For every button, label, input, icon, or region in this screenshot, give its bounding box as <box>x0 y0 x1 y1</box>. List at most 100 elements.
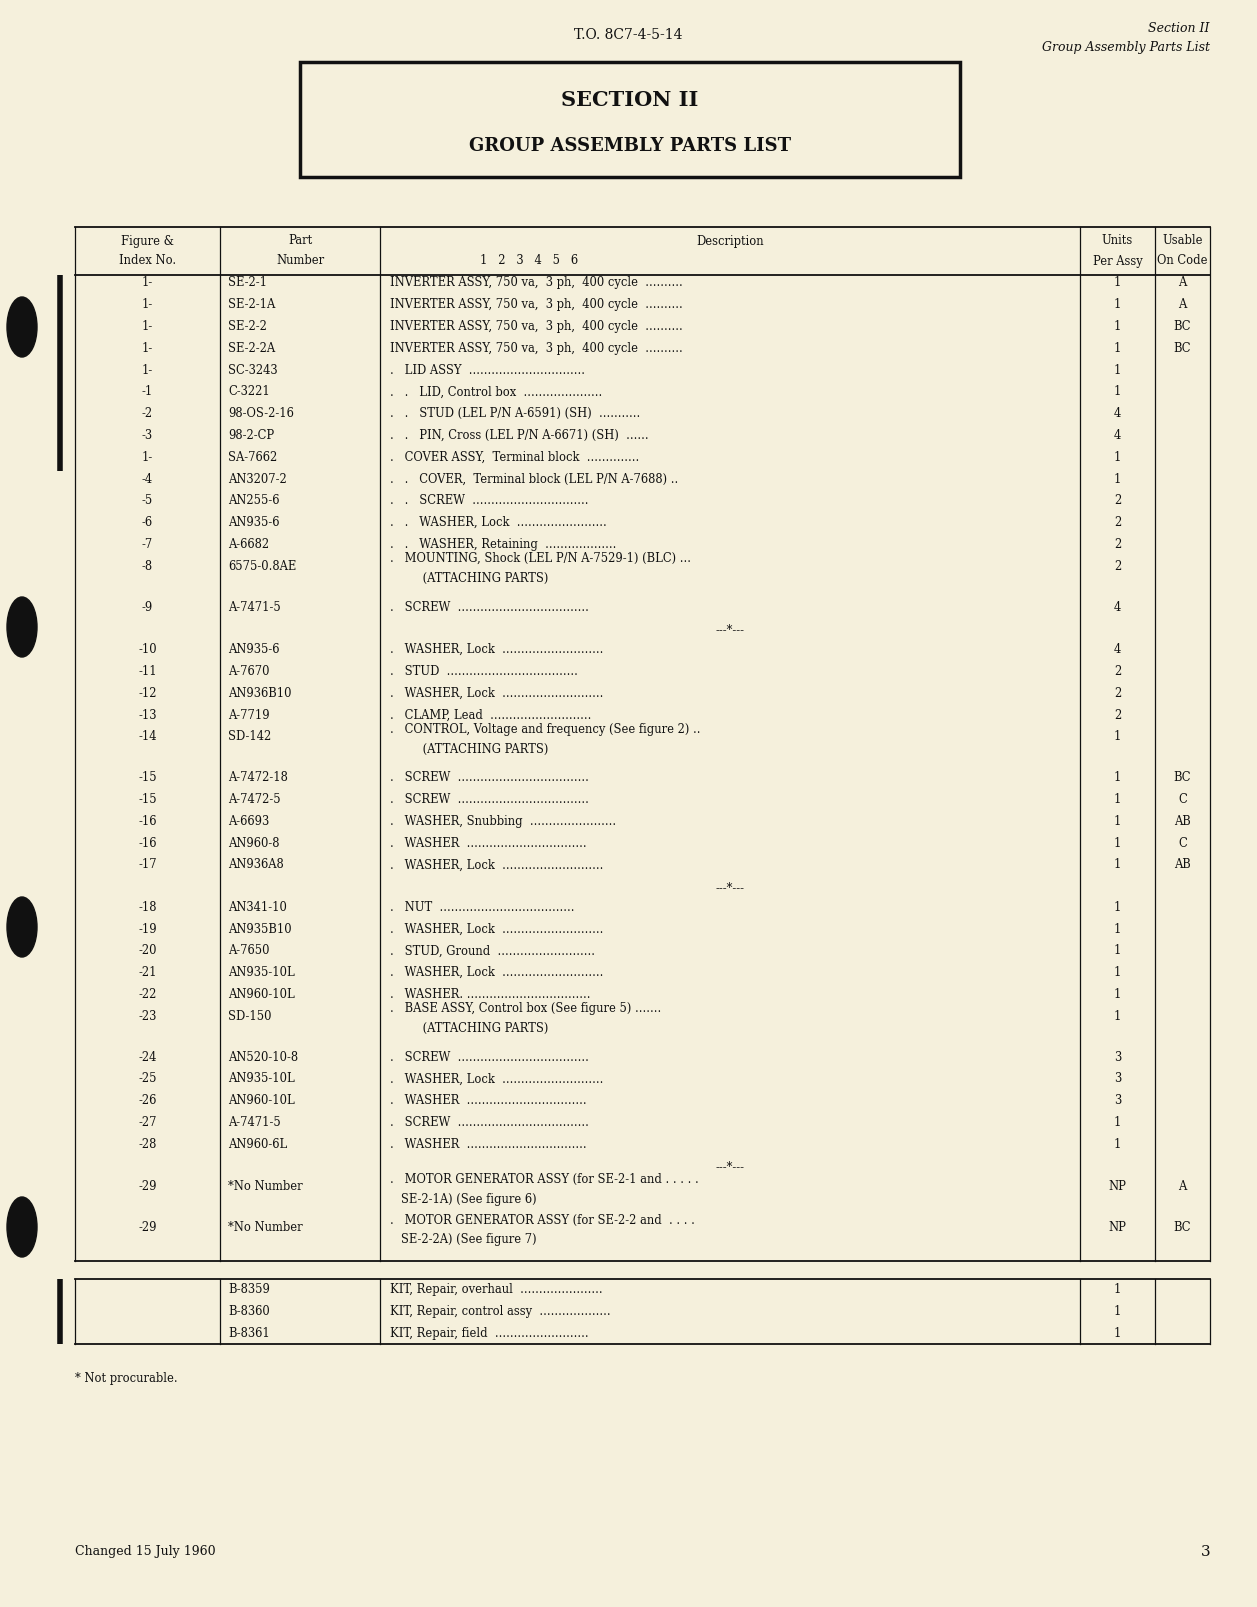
Text: .   WASHER  ................................: . WASHER ...............................… <box>390 837 587 850</box>
Text: 1: 1 <box>1114 771 1121 784</box>
Text: .   WASHER  ................................: . WASHER ...............................… <box>390 1138 587 1151</box>
Ellipse shape <box>8 897 36 958</box>
Text: SD-150: SD-150 <box>228 1009 272 1022</box>
Text: -16: -16 <box>138 815 157 828</box>
Text: 4: 4 <box>1114 601 1121 614</box>
Text: .   CONTROL, Voltage and frequency (See figure 2) ..: . CONTROL, Voltage and frequency (See fi… <box>390 723 700 736</box>
Text: (ATTACHING PARTS): (ATTACHING PARTS) <box>390 1022 548 1035</box>
Text: -15: -15 <box>138 792 157 805</box>
Text: 2: 2 <box>1114 686 1121 699</box>
Text: B-8360: B-8360 <box>228 1305 270 1318</box>
Text: Section II: Section II <box>1149 22 1210 35</box>
Text: AN255-6: AN255-6 <box>228 495 279 508</box>
Text: 1: 1 <box>1114 966 1121 979</box>
Text: BC: BC <box>1174 1221 1192 1234</box>
Text: 1: 1 <box>1114 363 1121 376</box>
Text: 1-: 1- <box>142 363 153 376</box>
Text: AN960-6L: AN960-6L <box>228 1138 288 1151</box>
Text: T.O. 8C7-4-5-14: T.O. 8C7-4-5-14 <box>574 27 683 42</box>
Text: -8: -8 <box>142 559 153 572</box>
Text: -6: -6 <box>142 516 153 529</box>
Text: Part: Part <box>288 235 312 247</box>
Text: .   NUT  ....................................: . NUT ..................................… <box>390 902 574 914</box>
Text: 98-OS-2-16: 98-OS-2-16 <box>228 407 294 419</box>
Text: 1: 1 <box>1114 730 1121 744</box>
Text: SE-2-1: SE-2-1 <box>228 276 266 289</box>
Text: 3: 3 <box>1114 1094 1121 1107</box>
Text: SD-142: SD-142 <box>228 730 272 744</box>
Text: .   .   PIN, Cross (LEL P/N A-6671) (SH)  ......: . . PIN, Cross (LEL P/N A-6671) (SH) ...… <box>390 429 649 442</box>
Text: A-7471-5: A-7471-5 <box>228 601 280 614</box>
Text: 3: 3 <box>1114 1072 1121 1085</box>
Text: -10: -10 <box>138 643 157 656</box>
Text: SE-2-2A: SE-2-2A <box>228 342 275 355</box>
Text: INVERTER ASSY, 750 va,  3 ph,  400 cycle  ..........: INVERTER ASSY, 750 va, 3 ph, 400 cycle .… <box>390 342 683 355</box>
Text: 2: 2 <box>1114 559 1121 572</box>
Text: 2: 2 <box>1114 709 1121 722</box>
Text: A-6693: A-6693 <box>228 815 269 828</box>
Text: AN935-10L: AN935-10L <box>228 1072 294 1085</box>
Text: 1: 1 <box>1114 1009 1121 1022</box>
Text: 1: 1 <box>1114 1326 1121 1340</box>
Text: NP: NP <box>1109 1180 1126 1194</box>
FancyBboxPatch shape <box>300 63 960 177</box>
Text: (ATTACHING PARTS): (ATTACHING PARTS) <box>390 572 548 585</box>
Text: 1: 1 <box>1114 320 1121 333</box>
Text: 1: 1 <box>1114 342 1121 355</box>
Text: 1-: 1- <box>142 452 153 464</box>
Text: 6575-0.8AE: 6575-0.8AE <box>228 559 297 572</box>
Text: 1-: 1- <box>142 320 153 333</box>
Text: 1: 1 <box>1114 276 1121 289</box>
Text: (ATTACHING PARTS): (ATTACHING PARTS) <box>390 742 548 755</box>
Text: .   BASE ASSY, Control box (See figure 5) .......: . BASE ASSY, Control box (See figure 5) … <box>390 1003 661 1016</box>
Text: AN960-10L: AN960-10L <box>228 1094 294 1107</box>
Text: AN935-6: AN935-6 <box>228 643 279 656</box>
Text: .   .   WASHER, Retaining  ...................: . . WASHER, Retaining ..................… <box>390 538 616 551</box>
Text: A: A <box>1178 1180 1187 1194</box>
Text: .   MOTOR GENERATOR ASSY (for SE-2-2 and  . . . .: . MOTOR GENERATOR ASSY (for SE-2-2 and .… <box>390 1213 695 1226</box>
Text: A-6682: A-6682 <box>228 538 269 551</box>
Text: SE-2-1A) (See figure 6): SE-2-1A) (See figure 6) <box>390 1192 537 1205</box>
Text: 1: 1 <box>1114 386 1121 399</box>
Text: .   WASHER  ................................: . WASHER ...............................… <box>390 1094 587 1107</box>
Text: .   .   LID, Control box  .....................: . . LID, Control box ...................… <box>390 386 602 399</box>
Text: AN935B10: AN935B10 <box>228 922 292 935</box>
Text: 1   2   3   4   5   6: 1 2 3 4 5 6 <box>480 254 578 267</box>
Text: 1: 1 <box>1114 1305 1121 1318</box>
Text: AN935-6: AN935-6 <box>228 516 279 529</box>
Text: Number: Number <box>277 254 324 267</box>
Text: A: A <box>1178 299 1187 312</box>
Text: -21: -21 <box>138 966 157 979</box>
Text: 1: 1 <box>1114 922 1121 935</box>
Text: -17: -17 <box>138 858 157 871</box>
Text: -3: -3 <box>142 429 153 442</box>
Text: B-8359: B-8359 <box>228 1282 270 1295</box>
Text: .   STUD  ...................................: . STUD .................................… <box>390 665 578 678</box>
Text: -19: -19 <box>138 922 157 935</box>
Text: .   WASHER, Lock  ...........................: . WASHER, Lock .........................… <box>390 858 603 871</box>
Text: .   WASHER, Lock  ...........................: . WASHER, Lock .........................… <box>390 643 603 656</box>
Text: 4: 4 <box>1114 643 1121 656</box>
Text: 2: 2 <box>1114 495 1121 508</box>
Text: 3: 3 <box>1200 1544 1210 1559</box>
Text: 1-: 1- <box>142 299 153 312</box>
Text: INVERTER ASSY, 750 va,  3 ph,  400 cycle  ..........: INVERTER ASSY, 750 va, 3 ph, 400 cycle .… <box>390 276 683 289</box>
Text: A-7472-18: A-7472-18 <box>228 771 288 784</box>
Text: BC: BC <box>1174 342 1192 355</box>
Text: -29: -29 <box>138 1221 157 1234</box>
Text: B-8361: B-8361 <box>228 1326 270 1340</box>
Text: SE-2-2A) (See figure 7): SE-2-2A) (See figure 7) <box>390 1234 537 1247</box>
Text: -22: -22 <box>138 988 157 1001</box>
Text: ---*---: ---*--- <box>715 1160 744 1173</box>
Text: A-7650: A-7650 <box>228 945 269 958</box>
Text: On Code: On Code <box>1158 254 1208 267</box>
Ellipse shape <box>8 297 36 357</box>
Text: AN3207-2: AN3207-2 <box>228 472 287 485</box>
Text: INVERTER ASSY, 750 va,  3 ph,  400 cycle  ..........: INVERTER ASSY, 750 va, 3 ph, 400 cycle .… <box>390 299 683 312</box>
Ellipse shape <box>8 596 36 657</box>
Text: .   MOTOR GENERATOR ASSY (for SE-2-1 and . . . . .: . MOTOR GENERATOR ASSY (for SE-2-1 and .… <box>390 1173 699 1186</box>
Text: -12: -12 <box>138 686 157 699</box>
Text: AN935-10L: AN935-10L <box>228 966 294 979</box>
Text: .   SCREW  ...................................: . SCREW ................................… <box>390 601 588 614</box>
Text: -26: -26 <box>138 1094 157 1107</box>
